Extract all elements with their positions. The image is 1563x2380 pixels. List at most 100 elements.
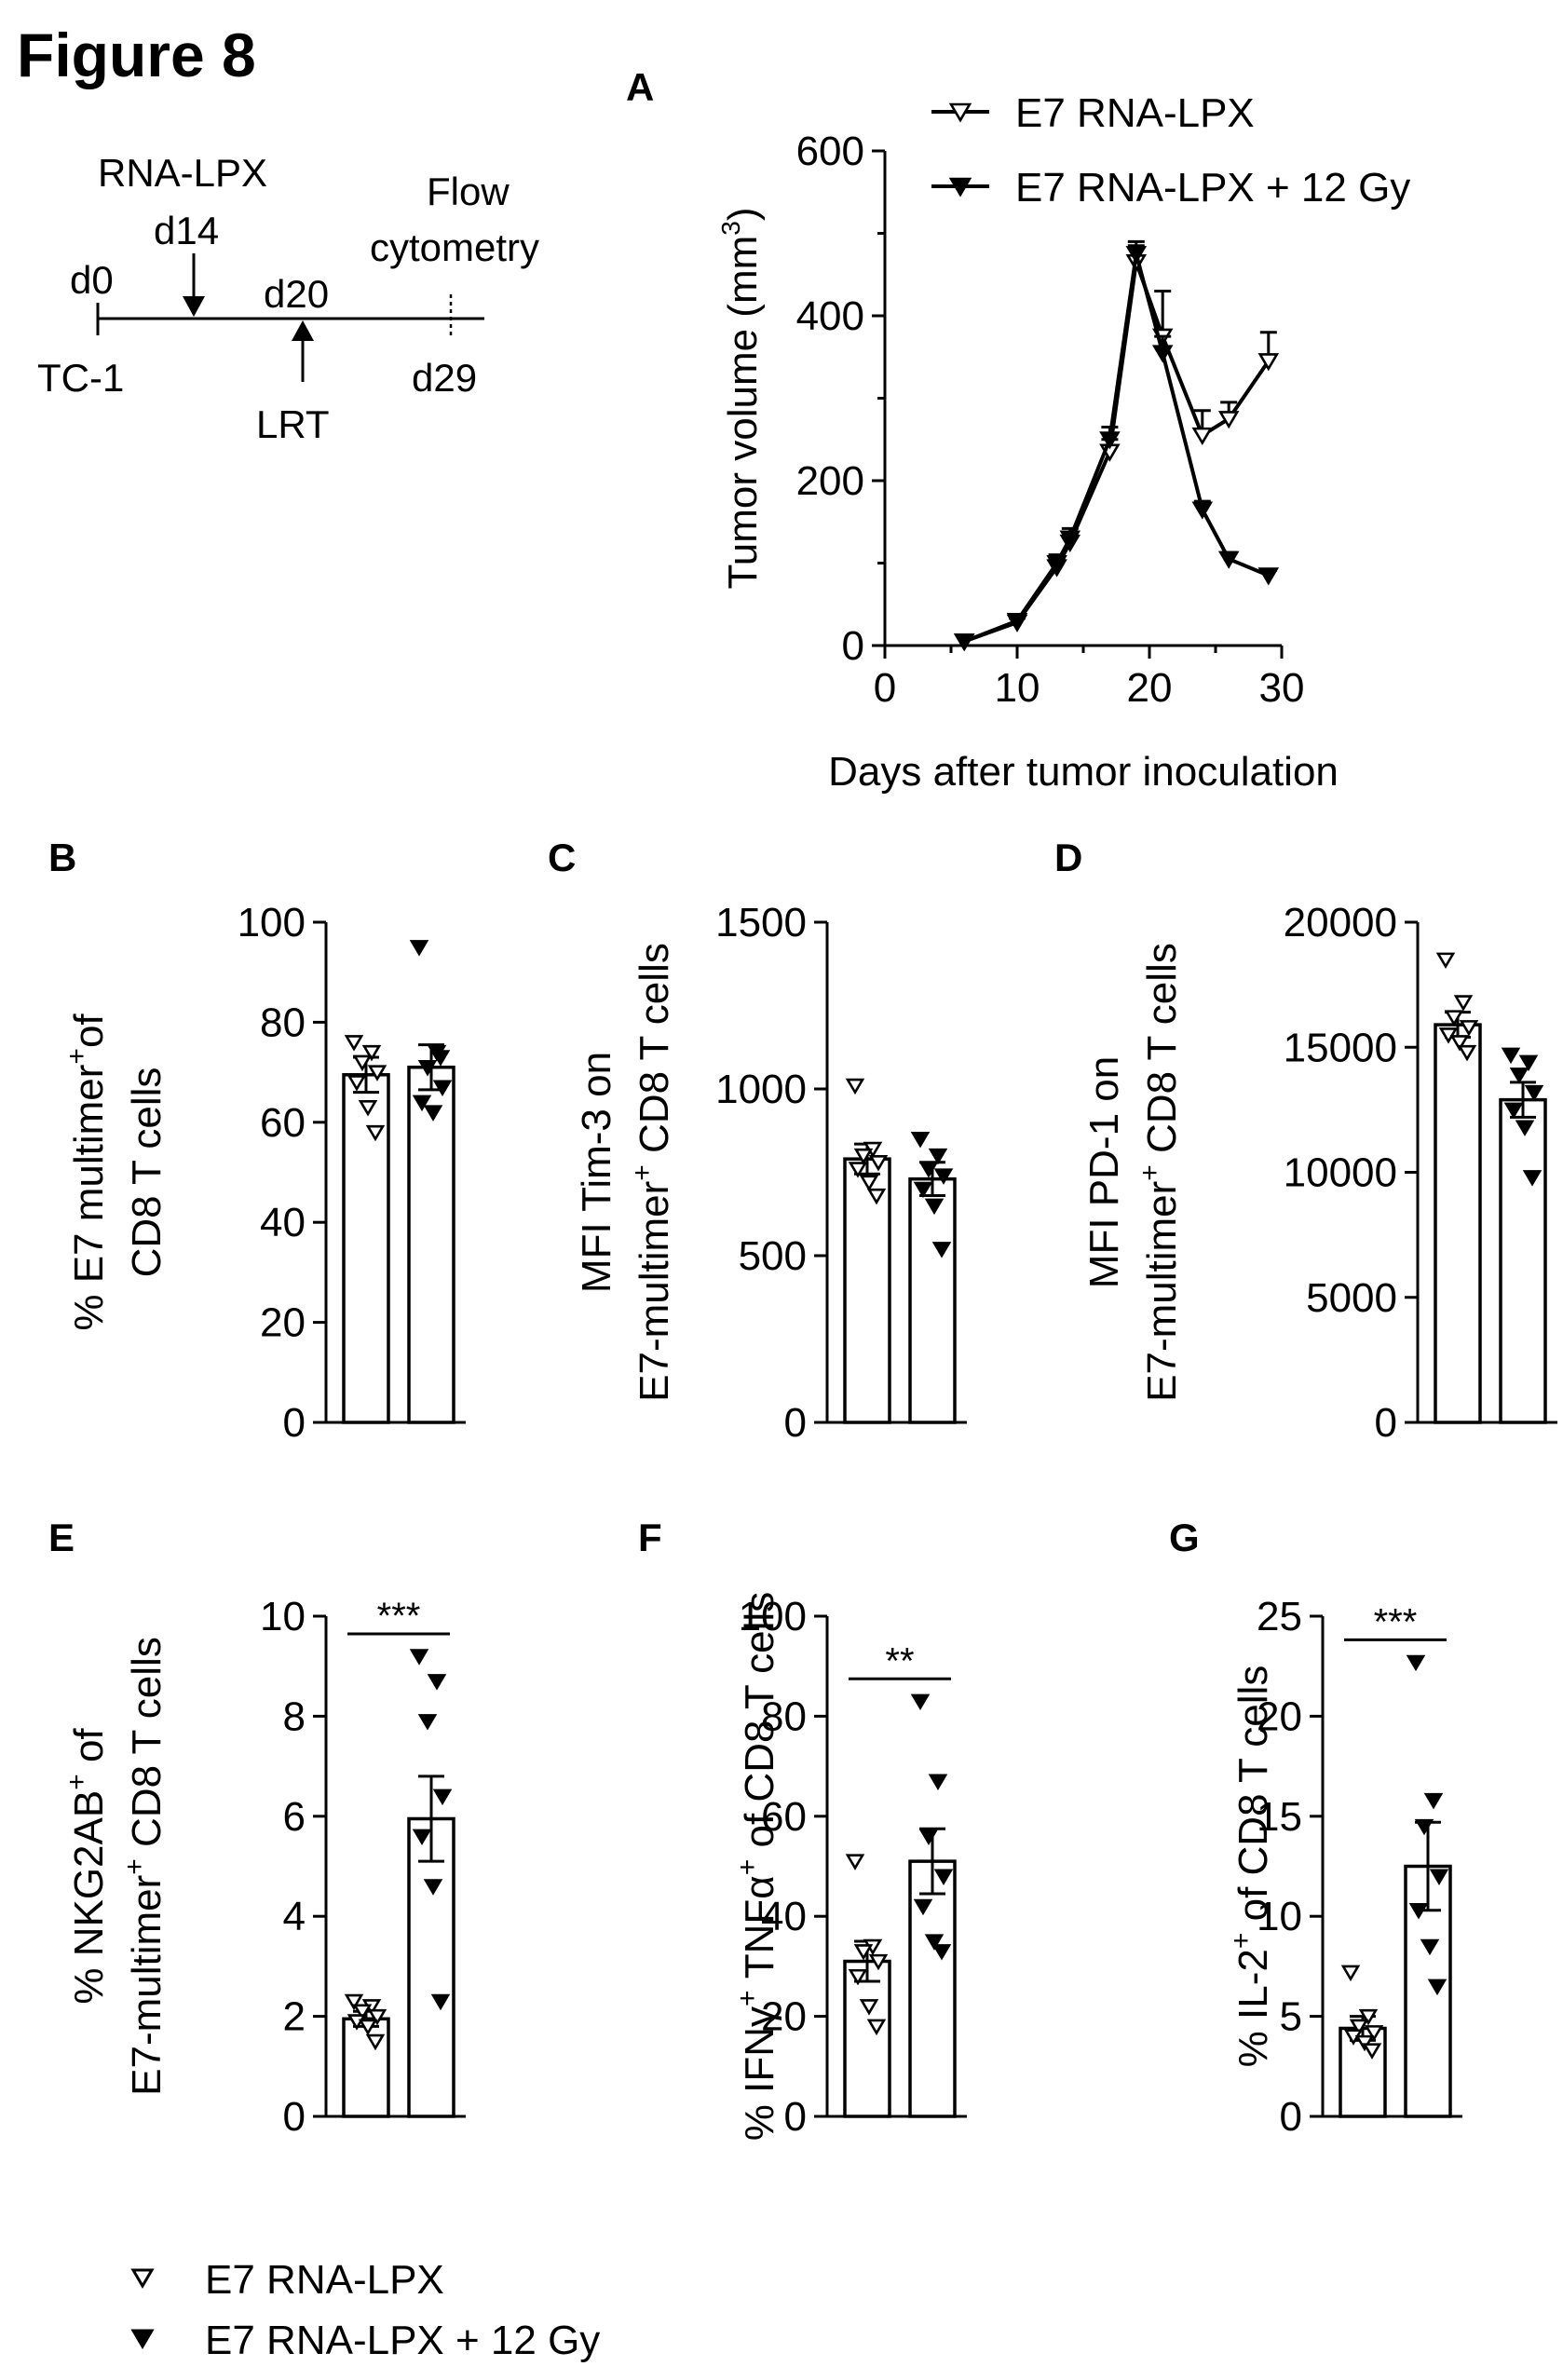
data-point [1217,551,1240,569]
data-point [868,1953,889,1971]
y-axis-label-part: of CD8 T cells [737,1592,782,1859]
data-point [361,1044,382,1062]
y-tick-label: 4 [283,1894,306,1939]
data-point [853,1944,874,1961]
group-e7-rna-lpx [342,1035,390,1424]
bar [342,2017,390,2118]
legend-entry: E7 RNA-LPX + 12 Gy [1015,165,1410,211]
data-point [358,2019,378,2036]
data-point [1046,555,1067,574]
y-axis-label-part: E7-multimer [124,1875,170,2096]
significance-label: ** [885,1640,914,1681]
y-tick-label: 15 [1257,1794,1302,1840]
data-point [427,1674,447,1691]
data-point [933,1869,954,1886]
y-tick-label: 20000 [1284,900,1397,945]
data-point [432,1788,453,1806]
panel-label: B [48,836,76,879]
bar [1434,1023,1482,1424]
y-axis-label-line: MFI Tim-3 on [574,1052,619,1293]
data-point [1453,995,1474,1012]
data-point [848,1162,868,1178]
data-point [365,1124,386,1142]
data-point [933,1168,954,1185]
y-tick-label: 8 [283,1693,306,1739]
x-tick-label: 0 [874,665,896,711]
bar [1499,1097,1547,1424]
y-axis-label-superscript: + [732,1990,763,2006]
y-axis-label-line: E7-multimer+ CD8 T cells [119,1637,170,2096]
data-point [352,2004,373,2020]
data-point [1191,427,1214,445]
timeline-diagram: RNA-LPX d14 d0 TC-1 d20 LRT Flow cytomet… [37,151,539,446]
y-tick-label: 1000 [715,1067,807,1112]
bar [843,1959,891,2118]
y-axis-label-part: MFI PD-1 on [1081,1056,1127,1288]
y-axis-label-part: % E7 multimer [66,1065,112,1331]
y-axis-label-superscript: + [1135,1164,1165,1181]
y-tick-label: 80 [260,1000,306,1045]
data-point [430,1993,451,2011]
y-tick-label: 5 [1280,1994,1302,2040]
x-tick-label: 10 [995,665,1040,711]
y-tick-label: 2 [283,1994,306,2040]
y-axis-label-line: % IFNγ+ TNFα+ of CD8 T cells [732,1592,782,2141]
y-axis-label-part: % IFNγ [737,2006,782,2141]
legend-entry: E7 RNA-LPX [1015,90,1255,136]
group-e7-rna-lpx-12gy [1404,1654,1452,2118]
y-tick-label: 100 [238,900,306,945]
y-tick-label: 80 [761,1693,807,1739]
legend-marker-open-triangle [130,2268,155,2289]
y-axis-label-part: of CD8 T cells [1230,1666,1276,1933]
y-axis-label-part: of [66,1728,112,1775]
y-axis-label-superscript: 3 [716,221,745,236]
panel-label: F [638,1516,662,1559]
data-point [365,2033,386,2051]
data-point [367,2008,387,2026]
y-axis-label-superscript: + [61,1774,92,1790]
data-point [1414,1818,1434,1836]
x-axis-label: Days after tumor inoculation [828,749,1339,795]
legend-marker [948,102,972,123]
y-tick-label: 40 [260,1200,306,1245]
group-e7-rna-lpx [342,1993,390,2118]
data-point [859,1999,879,2016]
timeline-d20-label: d20 [264,272,329,316]
y-tick-label: 60 [761,1794,807,1840]
panel-label: G [1169,1516,1200,1559]
group-e7-rna-lpx-12gy [1499,1047,1547,1424]
y-axis-label-part: E7-multimer [1139,1181,1185,1402]
data-point [866,2019,887,2036]
y-tick-label: 10 [260,1594,306,1639]
data-point [1509,1068,1529,1084]
data-point [1457,1044,1477,1062]
data-point [432,1080,453,1096]
y-tick-label: 20 [260,1300,306,1346]
data-point [358,1099,378,1117]
data-point [1217,411,1240,429]
data-point [924,1198,945,1216]
y-axis-label-line: MFI PD-1 on [1081,1056,1127,1288]
data-point [417,1060,438,1077]
y-axis-label-part: Tumor volume (mm [720,236,766,590]
y-axis-label-line: E7-multimer+ CD8 T cells [627,943,677,1402]
y-tick-label: 500 [739,1233,807,1279]
data-point [1257,567,1280,586]
legend-marker-filled-triangle [130,2329,155,2349]
y-tick-label: 10000 [1284,1150,1397,1196]
data-point [1151,345,1174,363]
timeline-d14-label: d14 [154,209,219,252]
series-line [963,261,1271,644]
y-tick-label: 0 [1375,1400,1397,1446]
figure-title: Figure 8 [17,20,256,89]
y-tick-label: 20 [1257,1693,1302,1739]
data-point [409,1649,429,1666]
y-tick-label: 20 [761,1994,807,2040]
data-point [1444,1010,1464,1027]
data-point [910,1132,931,1149]
y-tick-label: 1500 [715,900,807,945]
data-point [853,1148,874,1165]
y-axis-label: Tumor volume (mm3) [716,208,766,590]
